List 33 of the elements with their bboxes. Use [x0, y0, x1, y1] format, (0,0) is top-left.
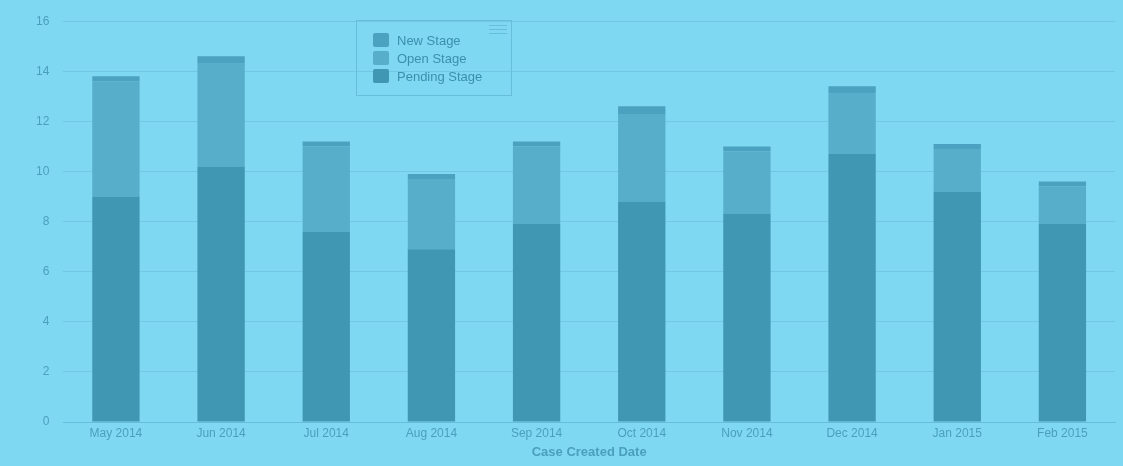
bar	[407, 249, 456, 422]
bar	[302, 231, 350, 422]
x-tick-label: Sep 2014	[510, 425, 563, 440]
legend-label: Pending Stage	[397, 68, 483, 84]
y-tick-label: 2	[42, 364, 50, 379]
y-tick-label: 10	[35, 163, 50, 178]
y-tick-label: 8	[42, 213, 50, 228]
x-tick-label: Dec 2014	[826, 425, 879, 440]
bar	[512, 224, 561, 422]
y-tick-label: 4	[42, 314, 50, 329]
x-tick-label: Jun 2014	[196, 425, 247, 440]
x-axis-title: Case Created Date	[531, 443, 647, 459]
x-tick-label: Jul 2014	[303, 425, 350, 440]
x-tick-label: May 2014	[89, 425, 143, 440]
y-tick-label: 12	[35, 113, 50, 128]
bar	[933, 191, 981, 422]
bar	[828, 153, 876, 422]
bar	[1038, 186, 1087, 225]
legend-label: Open Stage	[397, 50, 467, 66]
bar	[933, 148, 981, 192]
x-tick-label: Nov 2014	[721, 425, 773, 440]
y-tick-label: 14	[35, 63, 50, 78]
legend-label: New Stage	[397, 32, 461, 48]
x-tick-label: Feb 2015	[1037, 425, 1089, 440]
y-tick-label: 16	[35, 13, 50, 28]
bar	[1038, 224, 1087, 422]
bar	[618, 201, 666, 422]
x-tick-label: Oct 2014	[617, 425, 667, 440]
bar	[723, 214, 771, 422]
bar	[197, 166, 245, 422]
bar	[92, 196, 140, 422]
x-tick-label: Jan 2015	[932, 425, 983, 440]
x-tick-label: Aug 2014	[405, 425, 458, 440]
